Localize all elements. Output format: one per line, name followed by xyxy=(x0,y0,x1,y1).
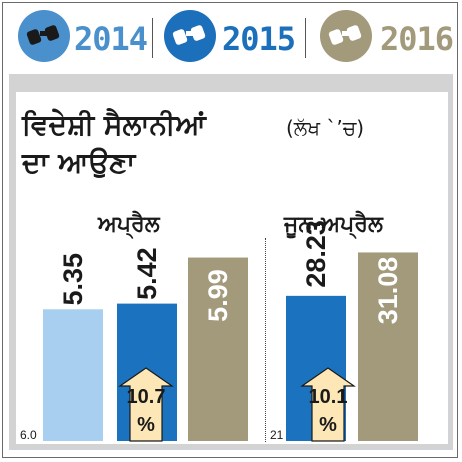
chart-title-line-1: ਵਿਦੇਸ਼ੀ ਸੈਲਾਨੀਆਂ xyxy=(22,108,206,141)
legend-separator xyxy=(305,18,306,58)
bar-value-label: 28.23 xyxy=(301,220,331,288)
axis-min-label-april: 6.0 xyxy=(20,428,37,442)
growth-unit: % xyxy=(137,414,155,436)
bar-2014 xyxy=(43,309,103,441)
binoculars-icon xyxy=(164,10,216,62)
chart-title-line-2: ਦਾ ਆਉਣਾ xyxy=(22,146,136,179)
axis-min-label-june-april: 21 xyxy=(270,428,284,442)
growth-unit: % xyxy=(319,414,337,436)
group-label-june-april: ਜੂਨ-ਅਪ੍ਰੈਲ xyxy=(284,212,383,237)
legend-year: 2014 xyxy=(74,20,148,58)
bar-value-label: 5.35 xyxy=(58,253,88,306)
legend-year: 2015 xyxy=(222,20,296,58)
binoculars-icon xyxy=(18,10,70,62)
legend-separator xyxy=(152,18,153,58)
group-label-april: ਅਪ੍ਰੈਲ xyxy=(98,212,160,237)
unit-label: (ਲੱਖ `’ਚ) xyxy=(286,116,365,140)
group-divider xyxy=(265,238,266,442)
bar-2016 xyxy=(358,252,418,441)
bar-value-label: 5.99 xyxy=(203,269,233,322)
growth-value: 10.7 xyxy=(127,386,166,408)
binoculars-icon xyxy=(320,10,372,62)
bar-2016 xyxy=(188,257,248,441)
bar-value-label: 31.08 xyxy=(373,257,403,325)
growth-arrow-icon xyxy=(118,367,174,442)
bar-value-label: 5.42 xyxy=(132,247,162,300)
legend-year: 2016 xyxy=(380,20,454,58)
growth-value: 10.1 xyxy=(309,386,348,408)
growth-arrow-icon xyxy=(300,367,356,442)
